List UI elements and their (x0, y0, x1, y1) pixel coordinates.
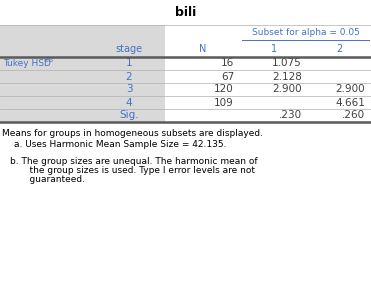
Text: 4.661: 4.661 (335, 98, 365, 108)
Text: 4: 4 (126, 98, 132, 108)
Text: 1: 1 (271, 44, 277, 53)
Text: 1: 1 (126, 59, 132, 68)
Text: .230: .230 (279, 110, 302, 121)
Text: a,b: a,b (44, 57, 54, 63)
Text: the group sizes is used. Type I error levels are not: the group sizes is used. Type I error le… (18, 166, 255, 175)
Text: stage: stage (115, 44, 142, 53)
Text: guaranteed.: guaranteed. (18, 175, 85, 184)
Text: 2.900: 2.900 (335, 85, 365, 95)
Text: 2: 2 (336, 44, 343, 53)
Text: 120: 120 (214, 85, 234, 95)
Text: 109: 109 (214, 98, 234, 108)
Bar (165, 25, 371, 122)
Text: 16: 16 (221, 59, 234, 68)
Bar (0, 25, 165, 122)
Text: 2: 2 (126, 72, 132, 82)
Text: 67: 67 (221, 72, 234, 82)
Text: Subset for alpha = 0.05: Subset for alpha = 0.05 (252, 28, 359, 37)
Text: N: N (199, 44, 206, 53)
Text: a. Uses Harmonic Mean Sample Size = 42.135.: a. Uses Harmonic Mean Sample Size = 42.1… (14, 140, 227, 149)
Text: Means for groups in homogeneous subsets are displayed.: Means for groups in homogeneous subsets … (2, 129, 263, 138)
Text: .260: .260 (342, 110, 365, 121)
Text: 2.128: 2.128 (272, 72, 302, 82)
Text: Tukey HSD: Tukey HSD (3, 59, 51, 68)
Text: 2.900: 2.900 (272, 85, 302, 95)
Text: 1.075: 1.075 (272, 59, 302, 68)
Text: b. The group sizes are unequal. The harmonic mean of: b. The group sizes are unequal. The harm… (10, 157, 257, 166)
Text: bili: bili (175, 7, 196, 20)
Text: 3: 3 (126, 85, 132, 95)
Text: Sig.: Sig. (119, 110, 139, 121)
